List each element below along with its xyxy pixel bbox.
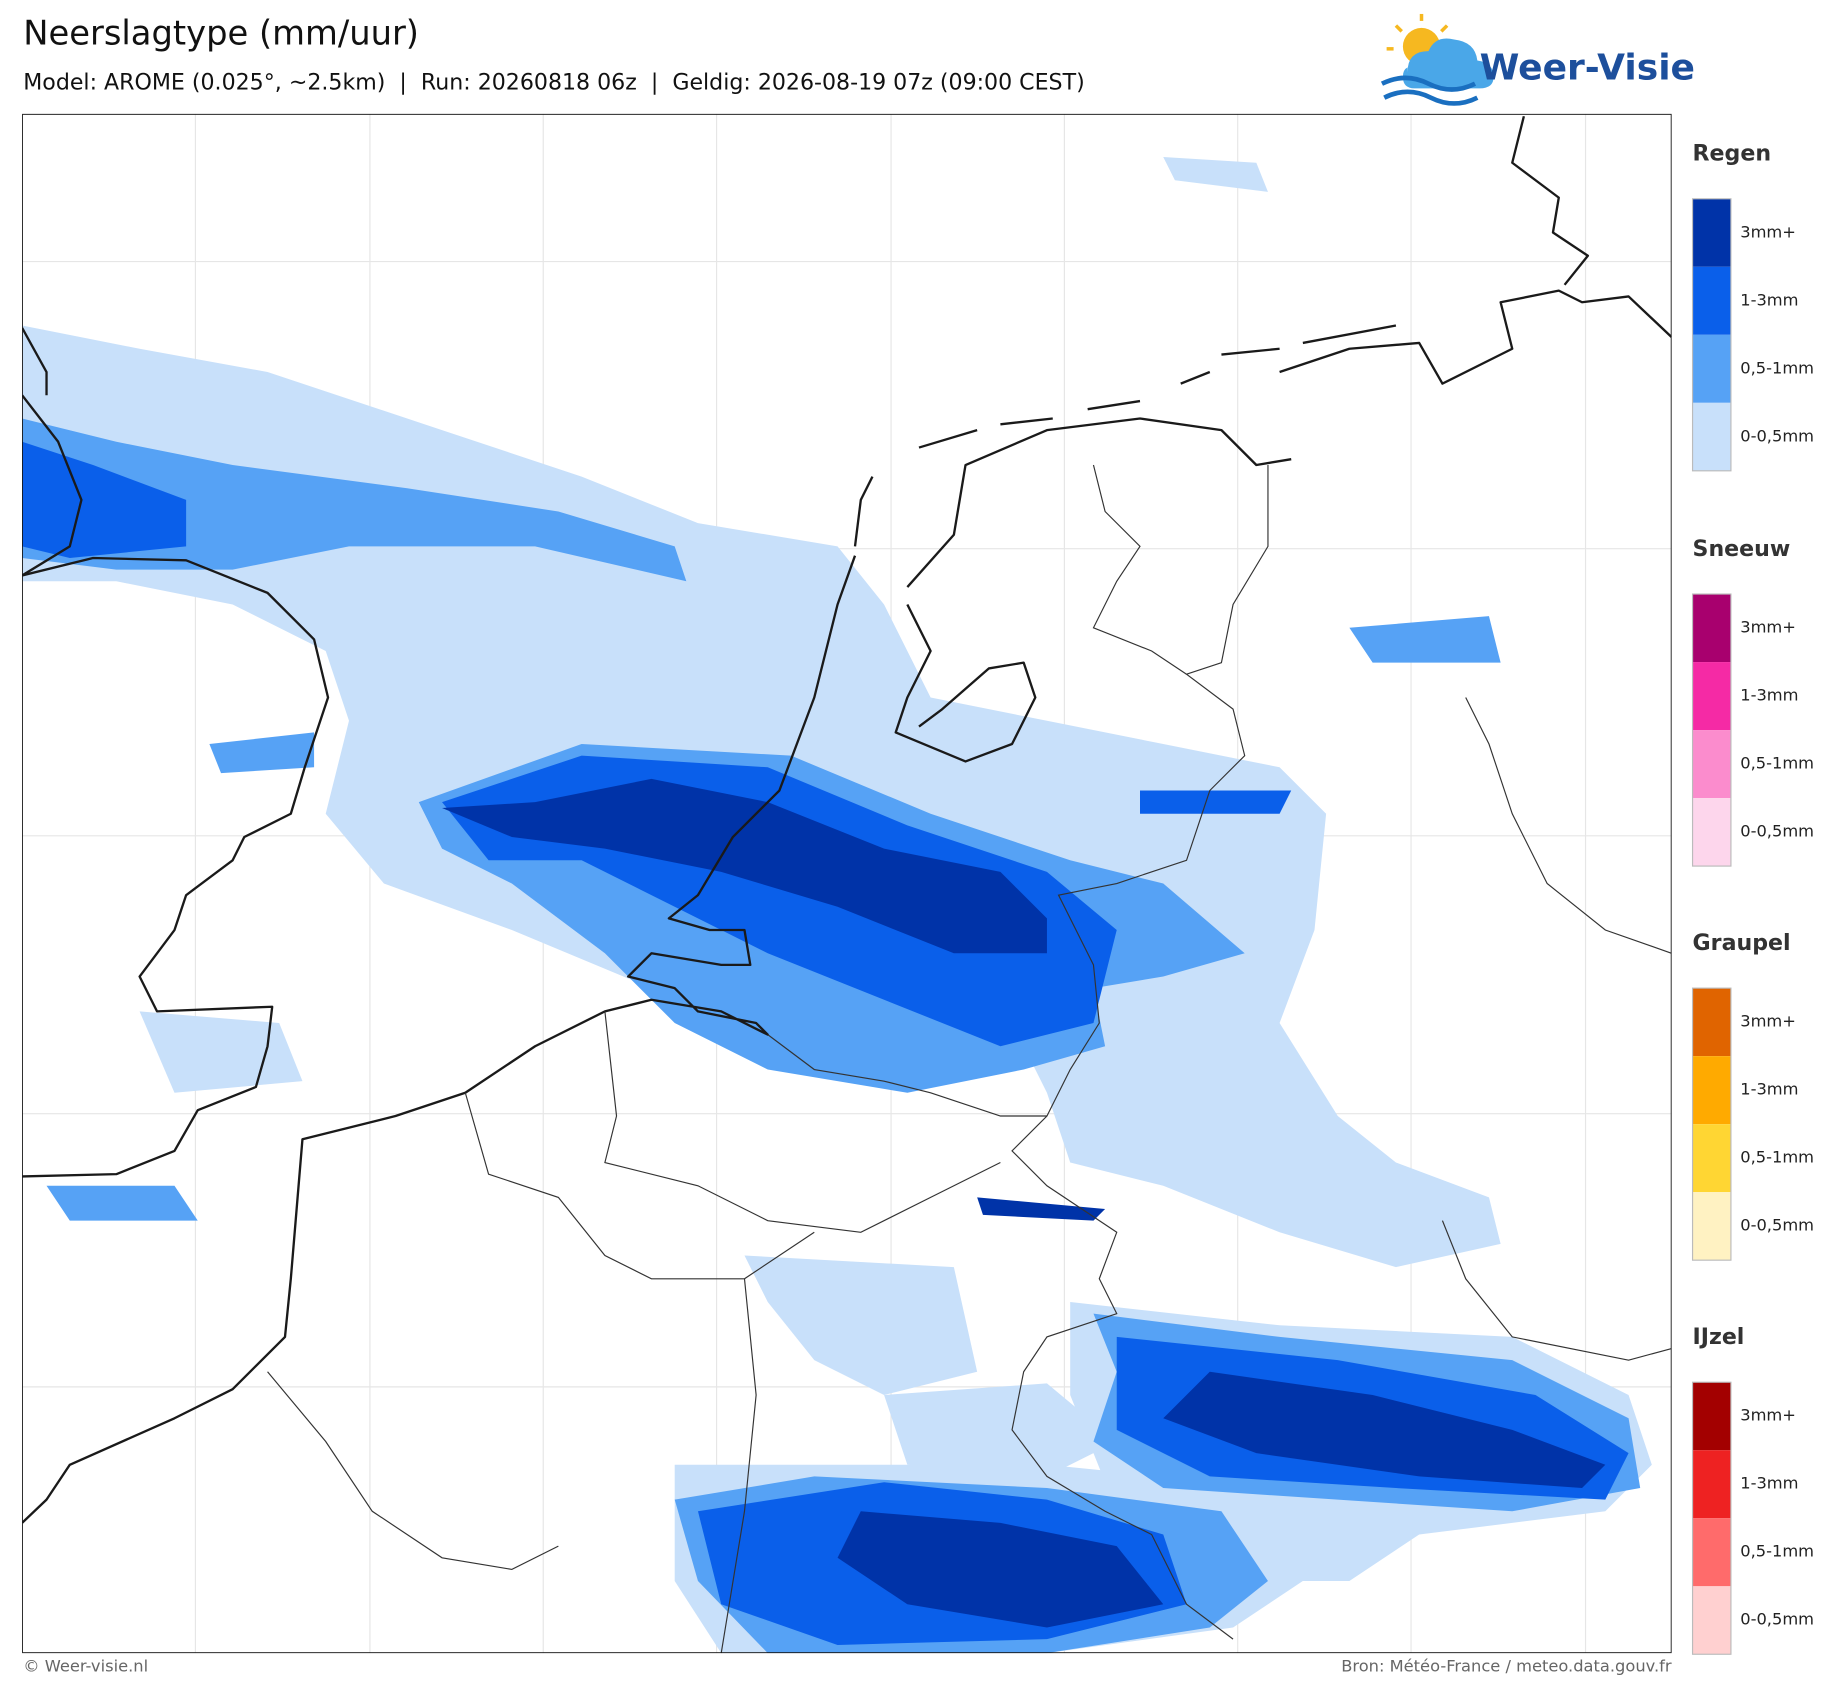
legend-label: 1-3mm [1740,686,1798,705]
legend-label: 0,5-1mm [1740,358,1814,377]
legend-bar-frame [1691,198,1732,472]
title: Neerslagtype (mm/uur) [23,13,419,52]
legend-swatch [1692,1518,1731,1587]
legend-title: IJzel [1693,1324,1745,1350]
logo-waves [1380,75,1479,106]
legend-swatch [1692,402,1731,471]
footer-right: Bron: Météo-France / meteo.data.gouv.fr [1341,1657,1672,1676]
logo-cloud [1402,38,1494,89]
legend: Regen 3mm+ 1-3mm 0,5-1mm 0-0,5mm Sneeuw 3mm+ 1-… [1691,141,1814,1655]
legend-bar-frame [1691,987,1732,1261]
legend-swatch [1692,1056,1731,1125]
logo-rays [1386,13,1449,51]
borders [267,464,1672,1654]
legend-swatch [1692,1192,1731,1261]
legend-label: 3mm+ [1740,222,1796,241]
logo: Weer-Visie [1380,13,1695,106]
legend-label: 1-3mm [1740,290,1798,309]
legend-swatch [1692,266,1731,335]
subtitle: Model: AROME (0.025°, ~2.5km) | Run: 202… [23,70,1084,96]
legend-label: 1-3mm [1740,1474,1798,1493]
legend-bar-frame [1691,1381,1732,1655]
precipitation-heavy [442,778,1606,1628]
legend-label: 0,5-1mm [1740,754,1814,773]
legend-label: 3mm+ [1740,618,1796,637]
coastlines [22,115,1672,1524]
legend-title: Regen [1693,141,1772,167]
legend-swatch [1692,1124,1731,1193]
legend-label: 0,5-1mm [1740,1148,1814,1167]
logo-text: Weer-Visie [1480,48,1695,89]
legend-swatch [1692,662,1731,731]
footer-left: © Weer-visie.nl [23,1657,148,1676]
legend-swatch [1692,334,1731,403]
legend-swatch [1692,594,1731,663]
legend-label: 3mm+ [1740,1012,1796,1031]
legend-label: 1-3mm [1740,1080,1798,1099]
legend-swatch [1692,1382,1731,1451]
legend-label: 0-0,5mm [1740,426,1814,445]
legend-label: 0-0,5mm [1740,822,1814,841]
legend-swatch [1692,1586,1731,1655]
legend-swatch [1692,198,1731,267]
legend-title: Sneeuw [1693,536,1791,562]
legend-swatch [1692,730,1731,799]
legend-title: Graupel [1693,930,1791,956]
map [22,113,1672,1654]
legend-swatch [1692,988,1731,1057]
legend-label: 0-0,5mm [1740,1610,1814,1629]
legend-swatch [1692,1450,1731,1519]
legend-label: 0-0,5mm [1740,1216,1814,1235]
legend-bar-frame [1691,593,1732,867]
legend-swatch [1692,798,1731,867]
legend-label: 0,5-1mm [1740,1542,1814,1561]
legend-label: 3mm+ [1740,1406,1796,1425]
